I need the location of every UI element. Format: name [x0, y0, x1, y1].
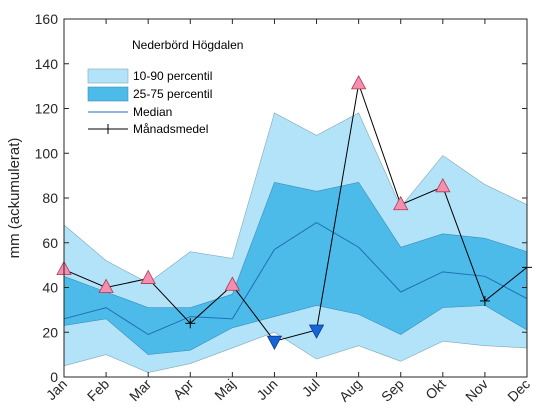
legend-label: 25-75 percentil — [133, 87, 212, 101]
x-tick-label-dec: Dec — [504, 376, 533, 405]
y-tick-label: 160 — [35, 11, 59, 27]
legend: Nederbörd Högdalen 10-90 percentil 25-75 p… — [87, 38, 243, 136]
legend-entry-4: Månadsmedel — [88, 122, 208, 136]
x-tick-label-maj: Maj — [211, 376, 238, 403]
x-tick-label-mar: Mar — [126, 376, 155, 405]
legend-swatch — [87, 68, 129, 84]
x-tick-label-feb: Feb — [84, 376, 113, 405]
legend-label: Månadsmedel — [133, 122, 208, 136]
y-tick-label: 80 — [42, 190, 58, 206]
legend-label: 10-90 percentil — [133, 69, 212, 83]
monthly-mean-line — [63, 83, 528, 342]
mean-marker-nov — [479, 295, 490, 306]
mean-marker-high-maj — [224, 276, 241, 291]
legend-entry-2: 25-75 percentil — [87, 86, 212, 102]
y-tick-label: 0 — [50, 369, 58, 385]
mean-marker-high-sep — [393, 195, 409, 211]
mean-marker-high-aug — [350, 75, 367, 90]
median-line — [63, 222, 528, 336]
mean-marker-high-feb — [98, 278, 114, 293]
legend-label: Median — [133, 105, 172, 119]
x-tick-label-aug: Aug — [336, 376, 365, 405]
legend-entry-3: Median — [88, 105, 172, 119]
mean-marker-high-mar — [140, 269, 156, 284]
y-tick-label: 120 — [35, 101, 59, 117]
mean-marker-low-jun — [266, 335, 283, 351]
legend-swatch — [87, 86, 129, 102]
legend-title: Nederbörd Högdalen — [132, 38, 243, 52]
median-polyline — [63, 222, 528, 336]
x-tick-label-nov: Nov — [462, 376, 491, 405]
mean-marker-low-jul — [308, 324, 325, 339]
mean-marker-high-okt — [435, 177, 451, 193]
monthly-mean-markers — [56, 75, 532, 351]
y-tick-label: 100 — [35, 145, 59, 161]
x-tick-label-jan: Jan — [43, 376, 70, 403]
x-tick-label-okt: Okt — [422, 376, 449, 403]
legend-entry-1: 10-90 percentil — [87, 68, 212, 84]
mean-marker-apr — [185, 318, 196, 329]
y-axis-label: mm (ackumulerat) — [6, 138, 23, 259]
y-tick-label: 60 — [42, 235, 58, 251]
x-tick-label-sep: Sep — [378, 376, 407, 405]
x-tick-label-jul: Jul — [299, 376, 323, 400]
y-tick-label: 20 — [42, 324, 58, 340]
y-tick-label: 140 — [35, 56, 59, 72]
x-tick-label-jun: Jun — [253, 376, 280, 403]
percentile-bands — [63, 112, 528, 373]
y-axis-ticks: 0 20 40 60 80 100 120 140 160 — [35, 11, 527, 385]
x-tick-label-apr: Apr — [170, 376, 197, 403]
y-tick-label: 40 — [42, 280, 58, 296]
mean-polyline — [63, 83, 528, 342]
